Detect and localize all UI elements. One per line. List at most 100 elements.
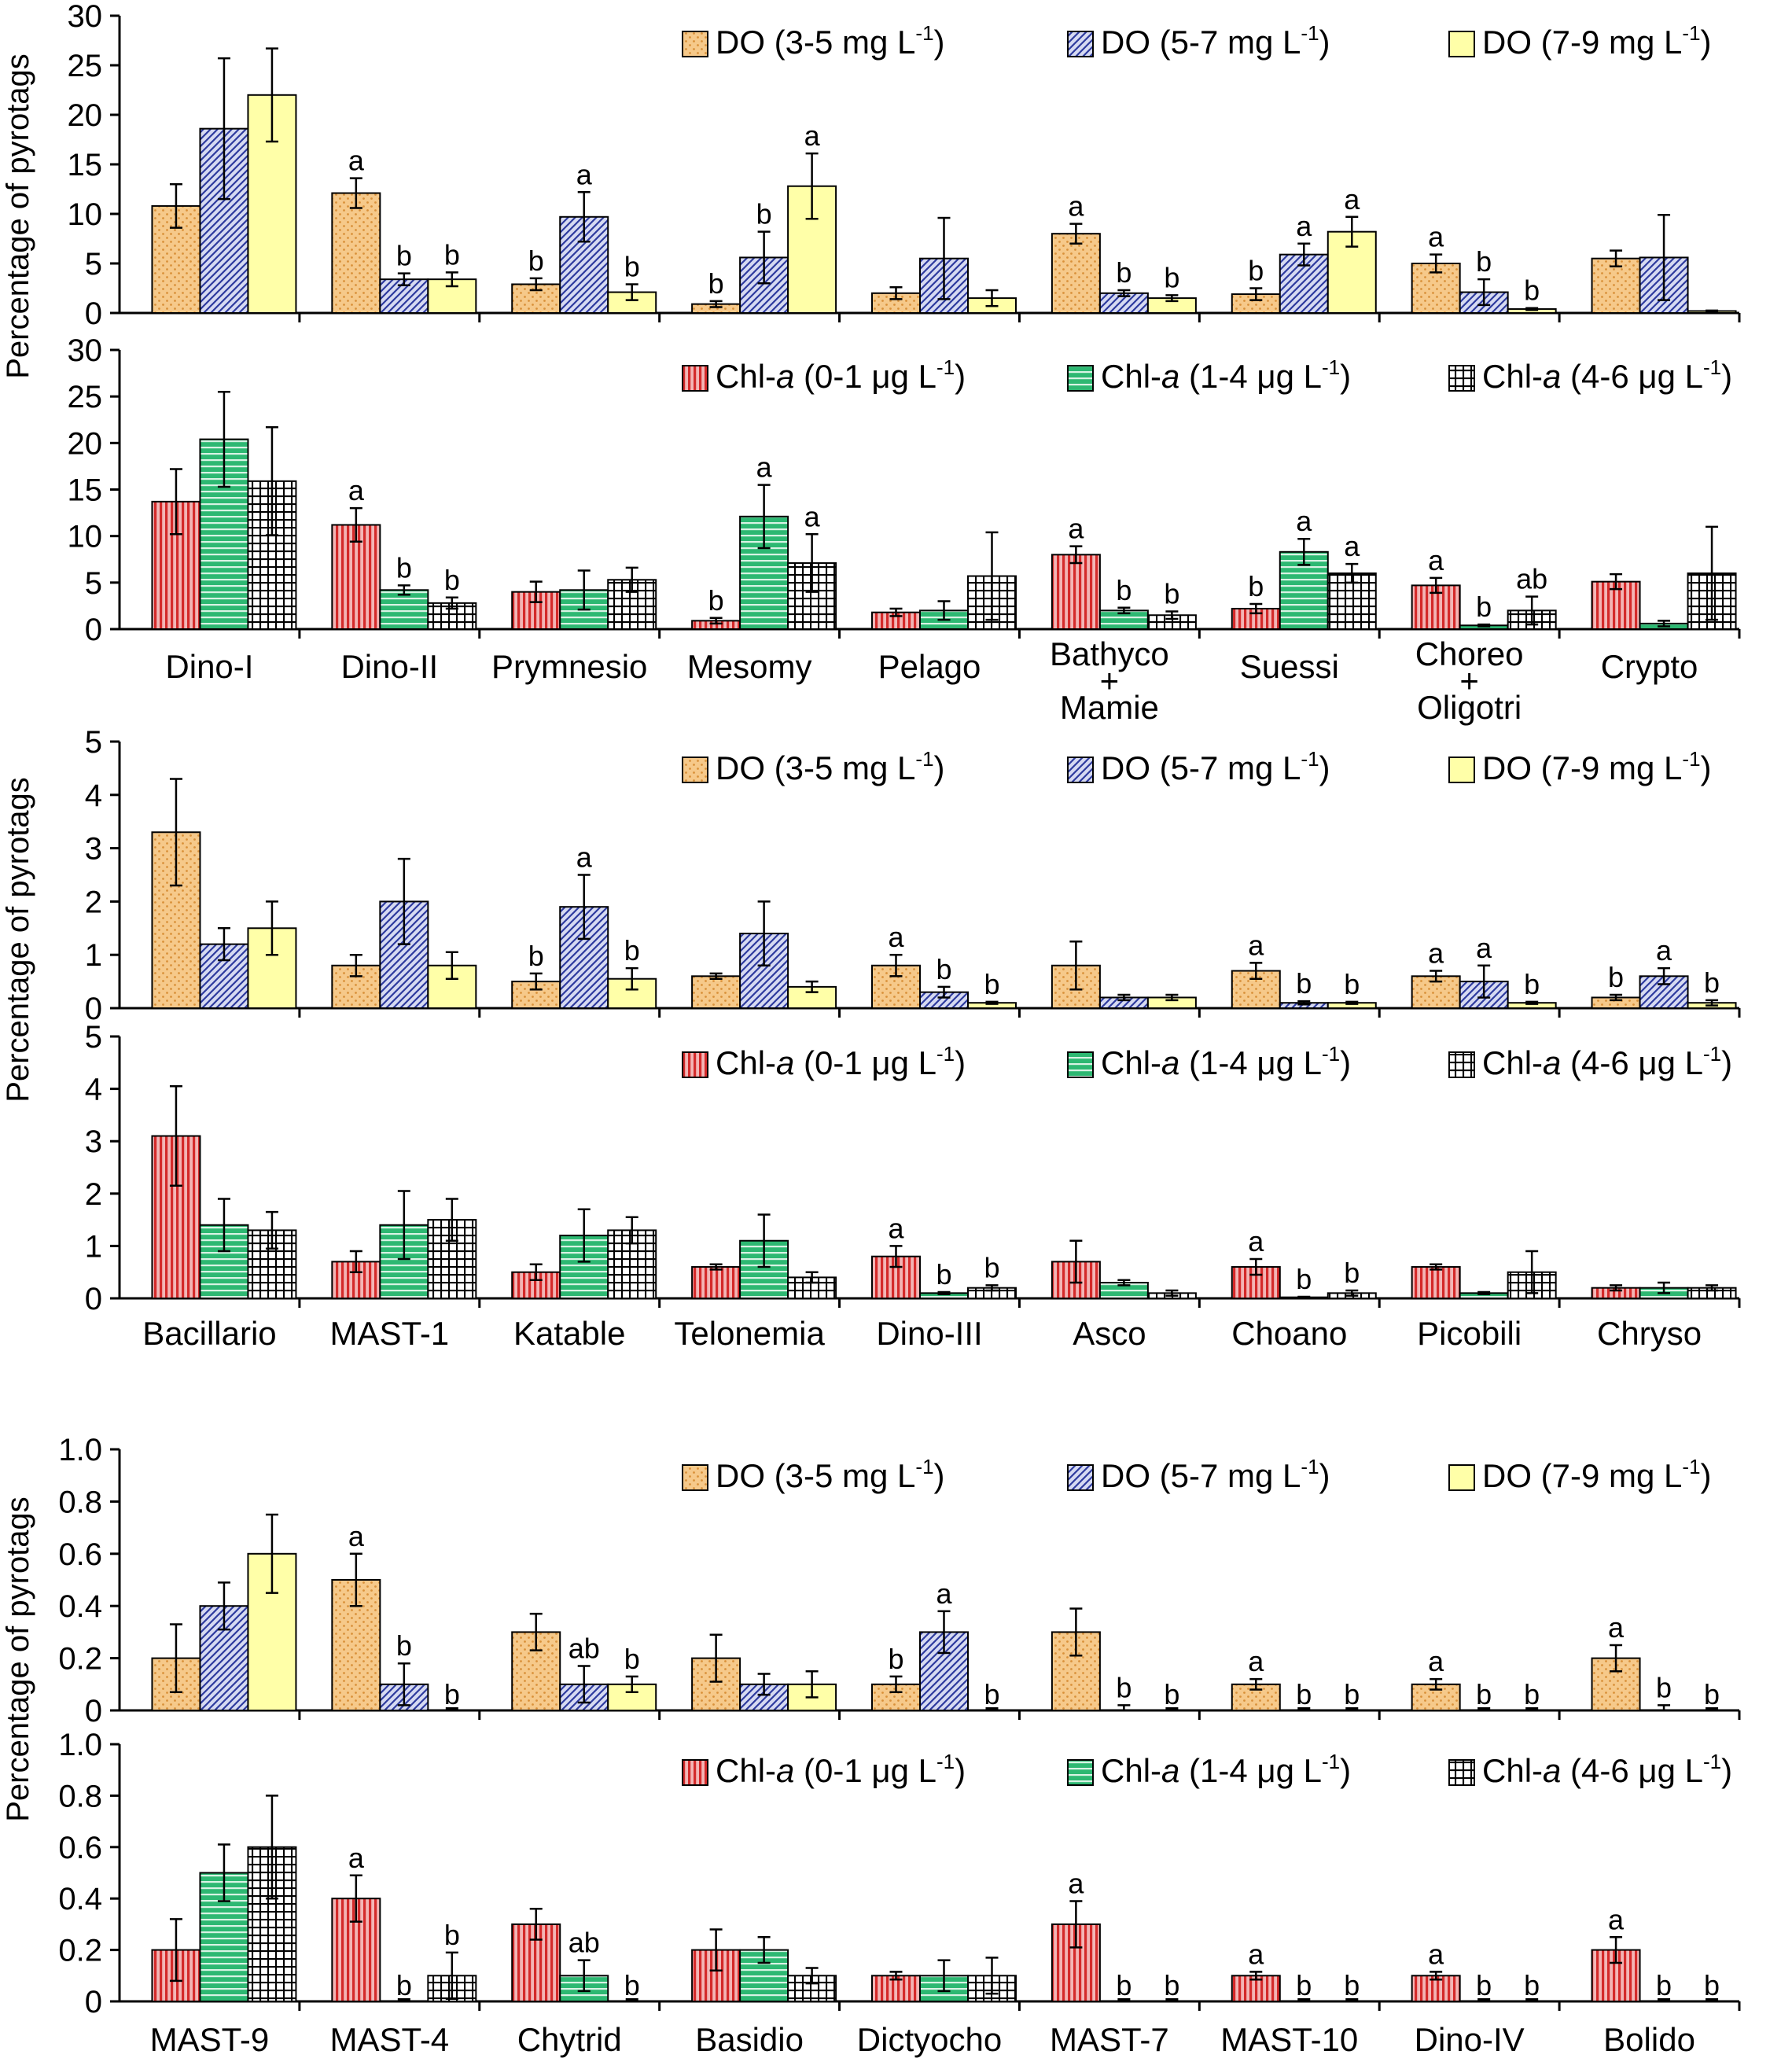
error-bar-p2-c5-s3 [985,531,999,621]
x-category-label-p6-1: MAST-9 [150,2021,270,2058]
error-bar-p4-c6-s3 [1165,1289,1179,1297]
error-bar-p2-c4-s3 [805,533,819,593]
sig-letter-p5-c5-s1: b [888,1643,903,1675]
error-bar-p1-c2-s1 [349,177,362,209]
sig-letter-p6-c8-s1: a [1428,1938,1444,1970]
legend-swatch-p2-3 [1448,365,1475,392]
y-tick-label-p5-5: 1.0 [58,1433,102,1467]
error-bar-p3-c4-s2 [757,900,771,967]
error-bar-p2-c1-s1 [169,468,182,536]
legend-swatch-p6-1 [682,1759,708,1786]
error-bar-p2-c4-s2 [757,484,771,550]
bar-p4-c8-s1 [1411,1266,1461,1300]
error-bar-p1-c7-s3 [1345,215,1359,248]
error-bar-p6-c4-s2 [757,1936,771,1964]
legend-swatch-p2-2 [1067,365,1094,392]
error-bar-p3-c7-s3 [1345,1000,1359,1005]
x-category-label-p6-6: MAST-7 [1050,2021,1169,2058]
y-tick-label-p4-0: 0 [85,1282,102,1316]
sig-letter-p6-c2-s3: b [444,1919,460,1951]
legend-swatch-p4-2 [1067,1051,1094,1078]
error-bar-p3-c9-s3 [1706,999,1719,1007]
error-bar-p6-c5-s2 [937,1959,951,1993]
y-tick-label-p3-4: 4 [85,779,102,813]
error-bar-p4-c4-s1 [709,1263,723,1271]
sig-letter-p6-c9-s3: b [1704,1969,1720,2001]
bar-p4-c4-s1 [691,1266,741,1300]
legend-swatch-p6-2 [1067,1759,1094,1786]
x-category-label-p2-2: Dino-II [340,648,438,685]
y-tick-label-p5-2: 0.4 [58,1589,102,1624]
error-bar-p3-c2-s1 [349,953,362,977]
error-bar-p3-c6-s1 [1069,941,1083,991]
legend-label-p5-3: DO (7-9 mg L-1) [1482,1455,1712,1494]
error-bar-p1-c4-s2 [757,230,771,285]
error-bar-p1-c5-s3 [985,289,999,307]
error-bar-p3-c6-s2 [1117,993,1131,1002]
y-tick-label-p6-2: 0.4 [58,1882,102,1916]
legend-swatch-p3-3 [1448,757,1475,783]
error-bar-p6-c1-s2 [217,1843,230,1902]
sig-letter-p6-c2-s2: b [396,1969,412,2001]
error-bar-p6-c5-s3 [985,1957,999,1995]
sig-letter-p1-c4-s2: b [756,198,772,230]
error-bar-p5-c6-s2 [1117,1704,1131,1712]
error-bar-p1-c3-s3 [625,283,638,301]
error-bar-p3-c6-s3 [1165,993,1179,1002]
sig-letter-p2-c8-s1: a [1428,544,1444,576]
legend-label-p2-3: Chl-a (4-6 μg L-1) [1482,355,1732,395]
sig-letter-p5-c3-s3: b [624,1643,640,1675]
error-bar-p1-c7-s2 [1297,242,1311,267]
sig-letter-p2-c2-s1: a [348,474,365,506]
bar-p1-c9-s1 [1591,257,1641,315]
error-bar-p2-c4-s1 [709,617,723,625]
bar-p2-c2-s2 [379,589,429,630]
sig-letter-p5-c9-s3: b [1704,1678,1720,1710]
error-bar-p5-c4-s3 [805,1670,819,1699]
sig-letter-p1-c6-s3: b [1164,261,1179,293]
error-bar-p6-c4-s1 [709,1928,723,1972]
sig-letter-p5-c8-s3: b [1524,1678,1540,1710]
error-bar-p1-c6-s2 [1117,289,1131,297]
sig-letter-p2-c6-s3: b [1164,578,1179,610]
y-tick-label-p6-4: 0.8 [58,1779,102,1813]
sig-letter-p1-c8-s2: b [1476,245,1492,278]
error-bar-p3-c1-s3 [265,900,278,956]
sig-letter-p2-c2-s3: b [444,564,460,596]
error-bar-p4-c8-s2 [1477,1290,1491,1295]
error-bar-p5-c5-s1 [889,1675,903,1694]
sig-letter-p5-c8-s1: a [1428,1645,1444,1677]
sig-letter-p2-c4-s1: b [708,584,724,617]
error-bar-p4-c1-s3 [265,1210,278,1250]
error-bar-p5-c3-s3 [625,1675,638,1694]
sig-letter-p1-c2-s1: a [348,145,365,177]
sig-letter-p5-c2-s1: a [348,1520,365,1552]
error-bar-p5-c6-s1 [1069,1607,1083,1657]
error-bar-p3-c5-s2 [937,985,951,999]
sig-letter-p3-c7-s3: b [1344,968,1360,1000]
error-bar-p3-c5-s1 [889,953,903,977]
error-bar-p2-c2-s1 [349,506,362,543]
error-bar-p4-c7-s1 [1249,1257,1263,1276]
sig-letter-p1-c8-s3: b [1524,274,1540,307]
bar-p1-c4-s2 [739,256,789,314]
legend-swatch-p2-1 [682,365,708,392]
y-tick-label-p1-2: 10 [68,197,103,232]
error-bar-p6-c1-s1 [169,1918,182,1983]
sig-letter-p3-c3-s3: b [624,934,640,966]
error-bar-p4-c1-s2 [217,1198,230,1253]
legend-label-p1-2: DO (5-7 mg L-1) [1101,21,1330,61]
chart-panel-3: 0 1 2 3 4 5 DO (3-5 mg L-1) DO (5-7 mg L-1) DO (… [85,725,1741,1026]
sig-letter-p6-c8-s3: b [1524,1969,1540,2001]
legend-swatch-p4-1 [682,1051,708,1078]
error-bar-p6-c8-s1 [1430,1971,1443,1981]
x-category-label-p6-4: Basidio [695,2021,804,2058]
sig-letter-p1-c7-s2: a [1296,210,1312,242]
error-bar-p3-c4-s1 [709,972,723,980]
error-bar-p1-c1-s2 [217,57,230,201]
error-bar-p1-c8-s1 [1430,253,1443,274]
sig-letter-p2-c8-s2: b [1476,591,1492,623]
error-bar-p1-c2-s3 [445,271,458,288]
legend-label-p4-3: Chl-a (4-6 μg L-1) [1482,1042,1732,1081]
y-tick-label-p3-0: 0 [85,992,102,1026]
